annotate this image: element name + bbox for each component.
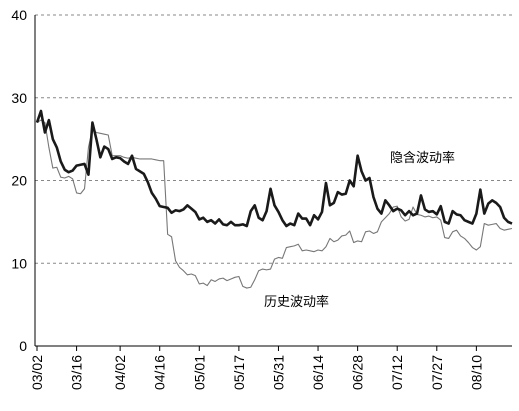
x-tick-label: 07/12 xyxy=(389,355,405,390)
x-tick-label: 04/16 xyxy=(152,355,168,390)
y-tick-label: 40 xyxy=(11,7,27,23)
axes xyxy=(34,15,512,351)
x-tick-label: 03/02 xyxy=(29,355,45,390)
x-tick-label: 03/16 xyxy=(69,355,85,390)
x-tick-label: 06/28 xyxy=(350,355,366,390)
y-tick-label: 0 xyxy=(19,338,27,354)
tick-labels: 0 10 20 30 40 03/02 03/16 04/02 04/16 05/01 05/17 0… xyxy=(11,7,484,390)
implied-volatility-label: 隐含波动率 xyxy=(390,150,455,166)
gridlines xyxy=(35,14,512,264)
implied-volatility-line xyxy=(35,109,513,228)
y-tick-label: 30 xyxy=(11,90,27,106)
x-tick-label: 08/10 xyxy=(468,355,484,390)
x-tick-label: 04/02 xyxy=(112,355,128,390)
x-tick-label: 07/27 xyxy=(429,355,445,390)
historical-volatility-label: 历史波动率 xyxy=(264,294,329,310)
y-tick-label: 10 xyxy=(11,255,27,271)
series-lines xyxy=(35,109,513,289)
x-tick-label: 06/14 xyxy=(310,355,326,390)
y-tick-label: 20 xyxy=(11,173,27,189)
x-tick-label: 05/31 xyxy=(270,355,286,390)
x-tick-label: 05/01 xyxy=(191,355,207,390)
x-tick-label: 05/17 xyxy=(231,355,247,390)
historical-volatility-line xyxy=(36,119,513,289)
